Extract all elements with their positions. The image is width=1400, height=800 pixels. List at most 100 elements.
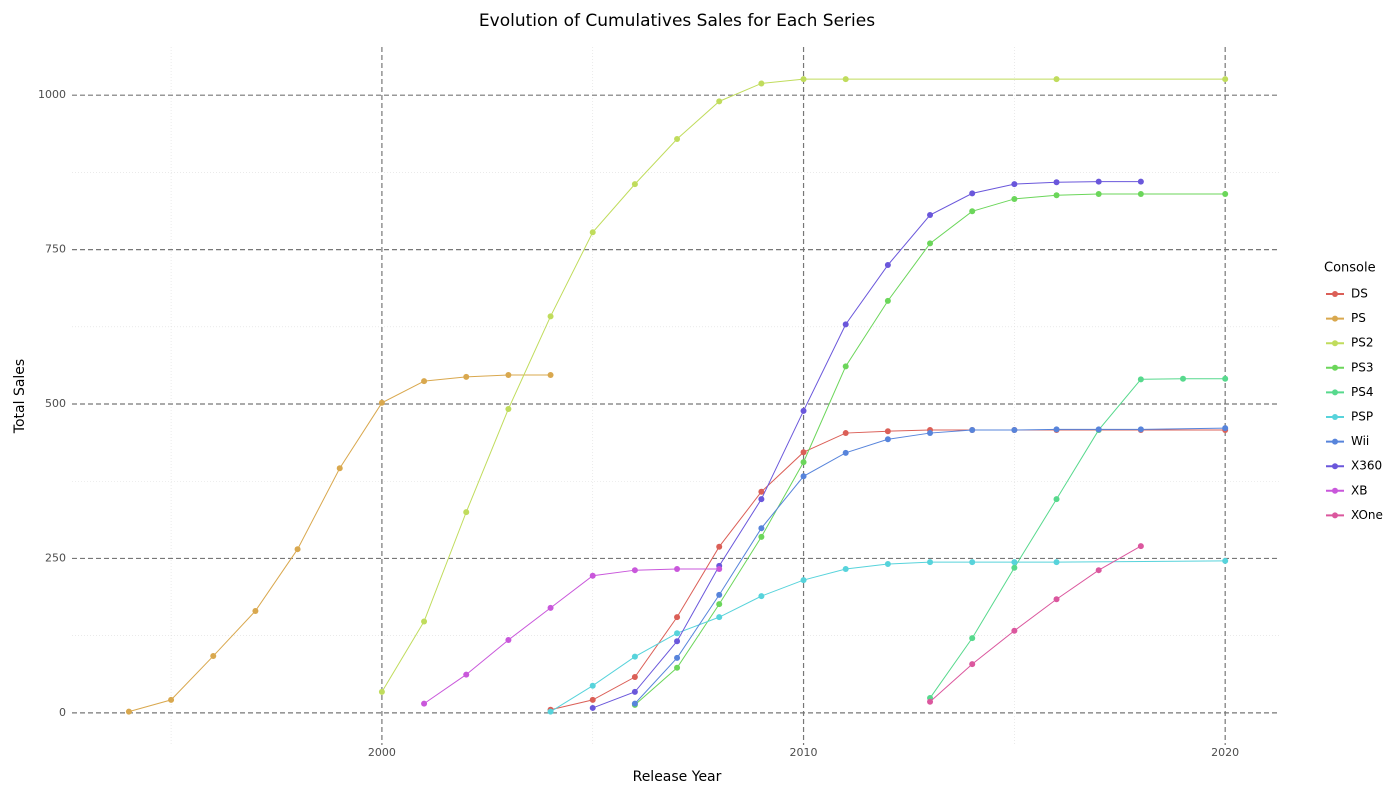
legend-label: PSP [1351,410,1373,424]
data-point [547,708,554,715]
data-point [800,577,807,584]
data-point [800,459,807,466]
legend-label: XOne [1351,508,1383,522]
series-line [929,545,1142,703]
legend-key-point [1332,438,1338,445]
y-tick-label: 0 [59,706,66,719]
data-point [1053,496,1060,503]
data-point [631,700,638,707]
data-point [631,688,638,695]
data-point [969,635,976,642]
data-point [589,229,596,236]
data-point [716,543,723,550]
legend-key-point [1332,364,1338,371]
legend-title: Console [1324,261,1376,276]
data-point [927,698,934,705]
legend-label: PS3 [1351,360,1374,374]
legend-label: PS2 [1351,336,1374,350]
data-point [884,297,891,304]
data-point [1053,76,1060,83]
data-point [674,614,681,621]
data-point [674,638,681,645]
data-point [631,653,638,660]
data-point [1222,375,1229,382]
data-point [631,567,638,574]
data-point [674,565,681,572]
data-point [631,674,638,681]
data-point [927,240,934,247]
data-point [589,682,596,689]
chart-title: Evolution of Cumulatives Sales for Each … [479,11,875,31]
data-point [1137,178,1144,185]
legend-label: X360 [1351,459,1382,473]
data-point [463,373,470,380]
data-point [1137,376,1144,383]
data-point [674,136,681,143]
data-point [631,181,638,188]
data-point [842,321,849,328]
data-point [336,465,343,472]
data-point [589,704,596,711]
data-point [716,98,723,105]
data-point [758,525,765,532]
data-point [884,561,891,568]
data-point [505,636,512,643]
data-point [1053,559,1060,566]
data-point [378,688,385,695]
data-point [716,614,723,621]
data-point [1011,181,1018,188]
data-point [1222,76,1229,83]
data-point [589,572,596,579]
data-point [969,426,976,433]
data-point [800,407,807,414]
data-point [1011,559,1018,566]
data-point [210,653,217,660]
y-tick-label: 1000 [38,88,66,101]
data-point [716,601,723,608]
data-point [800,449,807,456]
y-axis-label: Total Sales [12,359,28,434]
series-line [550,429,1226,711]
data-point [1137,191,1144,198]
data-point [547,313,554,320]
data-point [1011,564,1018,571]
data-point [1222,425,1229,432]
x-tick-label: 2000 [368,746,396,759]
x-axis-label: Release Year [633,769,722,785]
legend-label: DS [1351,287,1368,301]
data-point [294,546,301,553]
series-line [128,374,551,713]
data-point [1053,192,1060,199]
legend-key-point [1332,463,1338,470]
data-point [927,559,934,566]
data-point [421,378,428,385]
data-point [1095,426,1102,433]
data-point [1095,567,1102,574]
y-tick-label: 250 [45,551,66,564]
data-point [927,212,934,219]
data-point [842,363,849,370]
data-point [674,664,681,671]
data-point [716,591,723,598]
data-point [842,449,849,456]
data-point [1095,191,1102,198]
data-point [547,604,554,611]
data-point [1222,557,1229,564]
data-point [463,671,470,678]
legend-key-point [1332,340,1338,347]
data-point [716,565,723,572]
legend-label: PS [1351,311,1366,325]
series-line [550,560,1226,713]
data-point [547,371,554,378]
legend-label: Wii [1351,434,1369,448]
data-point [1011,195,1018,202]
legend-key-point [1332,389,1338,396]
series-line [592,181,1141,709]
data-point [1053,596,1060,603]
data-point [842,76,849,83]
legend-key-point [1332,512,1338,519]
data-point [378,399,385,406]
data-point [1137,543,1144,550]
data-point [421,618,428,625]
legend-key-point [1332,487,1338,494]
